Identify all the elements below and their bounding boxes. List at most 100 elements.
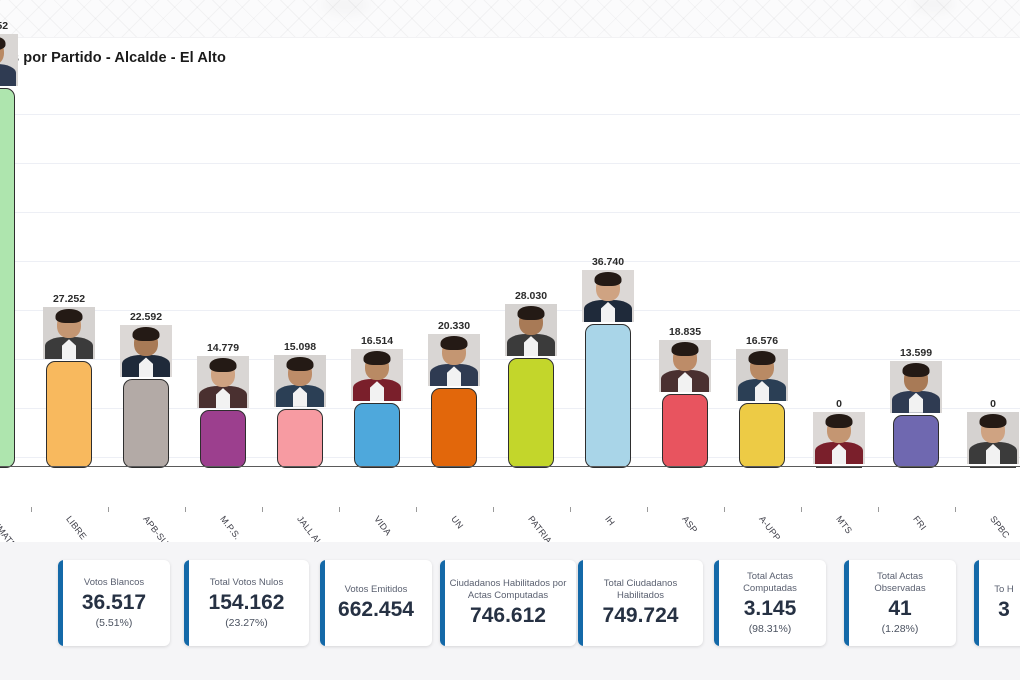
- chart-category-label: FRI: [911, 514, 929, 533]
- chart-bar-value-label: 16.576: [745, 335, 779, 348]
- chart-bar[interactable]: [0, 87, 15, 468]
- chart-bar-value-label: 18.835: [668, 326, 702, 339]
- chart-category-label: MTS: [834, 514, 855, 536]
- chart-bar[interactable]: [585, 323, 631, 468]
- chart-gridline: [0, 114, 1020, 115]
- stat-card-value: 41: [888, 596, 912, 620]
- chart-category-label: M.P.S.: [218, 514, 243, 542]
- candidate-photo: [274, 354, 326, 407]
- stat-card-label: Total Votos Nulos: [209, 576, 284, 588]
- summary-stats-strip: Votos Nulos...75Votos Blancos36.517(5.51…: [0, 542, 1020, 680]
- chart-bar[interactable]: [277, 408, 323, 468]
- stat-card[interactable]: Ciudadanos Habilitados por Actas Computa…: [440, 560, 576, 646]
- chart-bar-group[interactable]: 22.592: [108, 40, 185, 468]
- chart-bar[interactable]: [123, 379, 169, 468]
- stat-card-value: 749.724: [602, 603, 679, 627]
- chart-axis-tick: [415, 507, 417, 512]
- stat-card-percentage: (1.28%): [881, 622, 919, 635]
- chart-bar[interactable]: [816, 466, 862, 468]
- stat-card-percentage: (23.27%): [225, 616, 268, 629]
- chart-bar-group[interactable]: 13.599: [878, 40, 955, 468]
- candidate-photo: [659, 340, 711, 393]
- chart-bar-value-label: 13.599: [899, 346, 933, 359]
- stat-card-value: 3: [998, 597, 1010, 621]
- chart-bar-value-label: 27.252: [52, 293, 86, 306]
- stat-card[interactable]: To H 3: [974, 560, 1020, 646]
- candidate-photo: [505, 304, 557, 357]
- chart-bar-group[interactable]: 0: [955, 40, 1020, 468]
- chart-bar-value-label: 0: [836, 398, 842, 410]
- candidate-photo: [120, 325, 172, 378]
- chart-axis-tick: [492, 507, 494, 512]
- chart-category-label: SPBC: [988, 514, 1012, 541]
- chart-bar[interactable]: [46, 361, 92, 468]
- chart-gridline: [0, 163, 1020, 164]
- stat-card[interactable]: Total Ciudadanos Habilitados 749.724: [578, 560, 703, 646]
- chart-bar[interactable]: [354, 403, 400, 468]
- chart-axis-tick: [800, 507, 802, 512]
- chart-bar-group[interactable]: 27.252: [31, 40, 108, 468]
- chart-bar[interactable]: [662, 394, 708, 468]
- chart-axis-tick: [569, 507, 571, 512]
- chart-bar-group[interactable]: 36.740: [570, 40, 647, 468]
- stat-card[interactable]: Votos Blancos 36.517 (5.51%): [58, 560, 170, 646]
- chart-gridline: [0, 212, 1020, 213]
- stat-card-value: 36.517: [81, 590, 147, 614]
- results-panel: Resultados por Partido - Alcalde - El Al…: [0, 20, 1020, 567]
- decorative-blob-right: [912, 0, 956, 14]
- chart-axis-tick: [954, 507, 956, 512]
- candidate-photo: [967, 412, 1019, 464]
- chart-gridline: [0, 261, 1020, 262]
- stat-card-label: Total Actas Observadas: [874, 570, 926, 594]
- stat-card-label: Total Ciudadanos Habilitados: [603, 577, 678, 601]
- chart-bar-group[interactable]: 97.052: [0, 20, 31, 468]
- chart-bar[interactable]: [893, 414, 939, 468]
- candidate-photo: [197, 356, 249, 409]
- chart-bar[interactable]: [200, 410, 246, 468]
- chart-bar[interactable]: [739, 403, 785, 468]
- chart-bar-value-label: 14.779: [206, 342, 240, 355]
- stat-card-value: 3.145: [743, 596, 797, 620]
- chart-axis-tick: [107, 507, 109, 512]
- candidate-photo: [736, 349, 788, 402]
- chart-bar-value-label: 36.740: [591, 255, 625, 268]
- stat-card[interactable]: Votos Emitidos 662.454: [320, 560, 432, 646]
- chart-bar-value-label: 97.052: [0, 19, 9, 32]
- chart-bar[interactable]: [508, 358, 554, 468]
- chart-bar-value-label: 16.514: [360, 335, 394, 348]
- stat-card[interactable]: Total Actas Computadas 3.145 (98.31%): [714, 560, 826, 646]
- chart-bar-group[interactable]: 20.330: [416, 40, 493, 468]
- stat-card-label: To H: [994, 583, 1014, 595]
- stat-card-label: Ciudadanos Habilitados por Actas Computa…: [449, 577, 567, 601]
- party-results-bar-chart: 97.052SUMATE27.252LIBRE22.592APB-SUMATE1…: [0, 20, 1020, 567]
- chart-bar-group[interactable]: 15.098: [262, 40, 339, 468]
- chart-bar-value-label: 28.030: [514, 290, 548, 303]
- stat-card-percentage: (98.31%): [748, 622, 792, 635]
- candidate-photo: [43, 307, 95, 360]
- chart-category-label: LIBRE: [64, 514, 89, 542]
- stat-card-percentage: (5.51%): [95, 616, 133, 629]
- chart-axis-tick: [30, 507, 32, 512]
- chart-bar[interactable]: [970, 466, 1016, 468]
- chart-bar-group[interactable]: 18.835: [647, 40, 724, 468]
- stat-card[interactable]: Total Actas Observadas 41 (1.28%): [844, 560, 956, 646]
- chart-axis-tick: [877, 507, 879, 512]
- stat-card-value: 662.454: [338, 597, 414, 621]
- chart-bar-group[interactable]: 16.514: [339, 40, 416, 468]
- chart-category-label: IH: [603, 514, 617, 528]
- chart-bar-group[interactable]: 0: [801, 40, 878, 468]
- stat-card-label: Votos Emitidos: [344, 583, 408, 595]
- decorative-chevron-band: [0, 0, 1020, 38]
- candidate-photo: [890, 360, 942, 413]
- chart-bar-group[interactable]: 14.779: [185, 40, 262, 468]
- chart-bar[interactable]: [431, 388, 477, 468]
- chart-bar-group[interactable]: 16.576: [724, 40, 801, 468]
- chart-bar-value-label: 0: [990, 398, 996, 410]
- chart-axis-tick: [338, 507, 340, 512]
- chart-axis-tick: [723, 507, 725, 512]
- chart-category-label: VIDA: [372, 514, 394, 538]
- stat-card[interactable]: Total Votos Nulos 154.162 (23.27%): [184, 560, 309, 646]
- stat-card-value: 154.162: [208, 590, 285, 614]
- chart-bar-group[interactable]: 28.030: [493, 40, 570, 468]
- page-title: Resultados por Partido - Alcalde - El Al…: [0, 50, 226, 66]
